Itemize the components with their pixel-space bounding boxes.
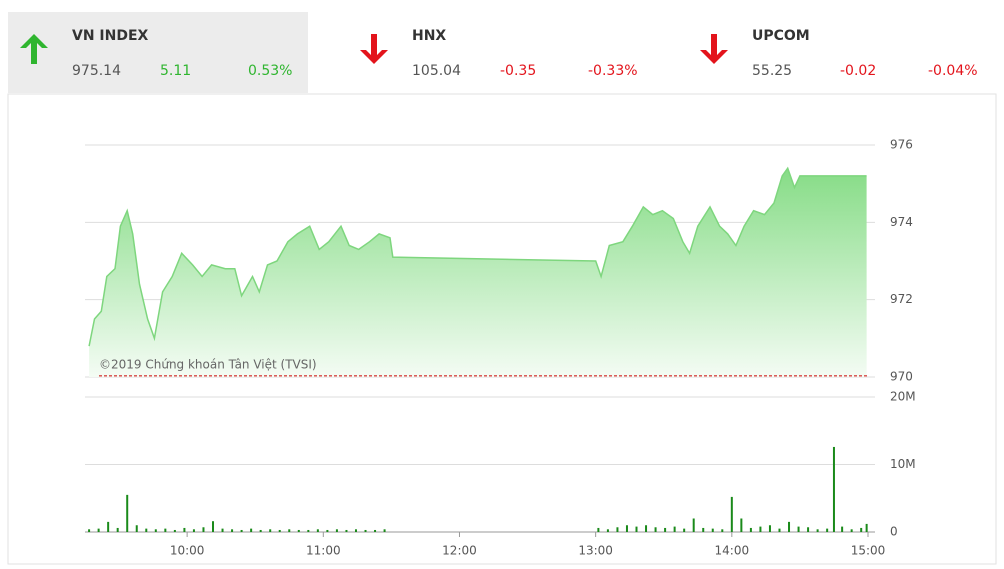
volume-bar xyxy=(345,529,348,532)
volume-bar xyxy=(192,529,195,532)
volume-bar xyxy=(135,525,138,532)
volume-bar xyxy=(116,527,119,532)
volume-bar xyxy=(654,527,657,532)
y-tick-label: 20M xyxy=(890,390,916,404)
x-tick-label: 14:00 xyxy=(715,544,750,558)
volume-bar xyxy=(616,527,619,532)
volume-bar xyxy=(269,529,272,532)
index-value: 105.04 xyxy=(412,63,461,79)
volume-bar xyxy=(865,523,868,532)
volume-bar xyxy=(635,526,638,532)
volume-bar xyxy=(278,529,281,532)
volume-bar xyxy=(749,527,752,532)
volume-bar xyxy=(212,521,215,532)
volume-bar xyxy=(288,529,291,532)
index-percent: 0.53% xyxy=(248,63,292,79)
volume-bar xyxy=(126,494,129,532)
volume-bar xyxy=(778,528,781,532)
volume-bar xyxy=(841,526,844,532)
x-tick-label: 13:00 xyxy=(578,544,613,558)
volume-bar xyxy=(97,528,100,532)
volume-bar xyxy=(673,526,676,532)
index-value: 55.25 xyxy=(752,63,792,79)
volume-bar xyxy=(164,528,167,532)
y-tick-label: 10M xyxy=(890,457,916,471)
volume-bar xyxy=(154,529,157,532)
volume-bar xyxy=(88,529,91,532)
volume-bar xyxy=(316,529,319,532)
volume-bar xyxy=(107,521,110,532)
volume-bar xyxy=(259,529,262,532)
volume-bar xyxy=(832,446,835,532)
y-tick-label: 0 xyxy=(890,525,898,539)
volume-bar xyxy=(326,529,329,532)
index-change: -0.02 xyxy=(840,63,876,79)
volume-bar xyxy=(702,527,705,532)
y-tick-label: 972 xyxy=(890,292,913,306)
volume-bar xyxy=(202,527,205,532)
x-tick-label: 12:00 xyxy=(442,544,477,558)
x-tick-label: 15:00 xyxy=(851,544,886,558)
volume-bar xyxy=(383,529,386,532)
index-name: HNX xyxy=(412,28,446,44)
volume-bar xyxy=(231,529,234,532)
volume-bar xyxy=(221,528,224,532)
volume-bar xyxy=(250,528,253,532)
y-tick-label: 976 xyxy=(890,138,913,152)
volume-bar xyxy=(788,521,791,532)
volume-bar xyxy=(173,529,176,532)
index-panel-bg xyxy=(8,12,308,93)
volume-bar xyxy=(692,518,695,532)
volume-bar xyxy=(683,528,686,532)
volume-bar xyxy=(307,529,310,532)
volume-bar xyxy=(354,529,357,532)
volume-bar xyxy=(816,529,819,532)
volume-bar xyxy=(183,527,186,532)
index-percent: -0.33% xyxy=(588,63,638,79)
volume-bar xyxy=(721,529,724,532)
volume-bar xyxy=(826,528,829,532)
volume-bar xyxy=(364,529,367,532)
index-name: UPCOM xyxy=(752,28,810,44)
volume-bar xyxy=(711,528,714,532)
watermark: ©2019 Chứng khoán Tân Việt (TVSI) xyxy=(99,358,317,372)
index-value: 975.14 xyxy=(72,63,121,79)
volume-bar xyxy=(645,525,648,532)
index-percent: -0.04% xyxy=(928,63,978,79)
index-change: 5.11 xyxy=(160,63,191,79)
volume-bar xyxy=(597,527,600,532)
volume-bar xyxy=(850,529,853,532)
volume-bar xyxy=(807,527,810,532)
volume-bar xyxy=(740,518,743,532)
volume-bar xyxy=(240,529,243,532)
x-tick-label: 11:00 xyxy=(306,544,341,558)
volume-bar xyxy=(664,527,667,532)
y-tick-label: 974 xyxy=(890,215,913,229)
y-tick-label: 970 xyxy=(890,370,913,384)
area-fill xyxy=(89,168,867,377)
volume-bar xyxy=(768,525,771,532)
volume-bar xyxy=(145,528,148,532)
volume-bar xyxy=(606,529,609,532)
volume-bar xyxy=(335,529,338,532)
price-line xyxy=(88,166,867,347)
volume-bar xyxy=(759,526,762,532)
volume-bar xyxy=(730,496,733,532)
direction-arrow xyxy=(20,34,48,64)
direction-arrow xyxy=(360,34,388,64)
volume-bar xyxy=(625,525,628,532)
volume-bar xyxy=(374,529,377,532)
volume-bar xyxy=(797,526,800,532)
direction-arrow xyxy=(700,34,728,64)
volume-bar xyxy=(297,529,300,532)
index-name: VN INDEX xyxy=(72,28,149,44)
index-change: -0.35 xyxy=(500,63,536,79)
x-tick-label: 10:00 xyxy=(170,544,205,558)
volume-bar xyxy=(860,527,863,532)
